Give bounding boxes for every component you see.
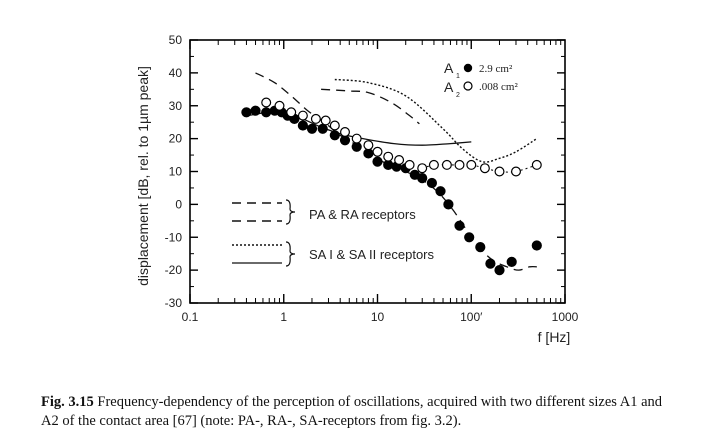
a1-point bbox=[464, 232, 475, 243]
a2-point bbox=[372, 146, 383, 157]
a2-subscript: 2 bbox=[456, 92, 460, 99]
a1-point bbox=[531, 240, 542, 251]
legend-label-pa-ra: PA & RA receptors bbox=[309, 207, 416, 222]
a2-point bbox=[454, 159, 465, 170]
a1-point bbox=[475, 242, 486, 253]
x-tick-label: 10 bbox=[371, 310, 385, 324]
sa-dotted-curve bbox=[334, 78, 538, 163]
caption-figure-number: Fig. 3.15 bbox=[41, 394, 94, 410]
legend: PA & RA receptors SA I & SA II receptors bbox=[232, 199, 435, 267]
x-axis: 0.1 1 10 100′ 1000 bbox=[182, 40, 579, 324]
a1-point bbox=[339, 135, 351, 146]
receptor-curves bbox=[246, 72, 538, 271]
a2-point bbox=[383, 151, 394, 162]
legend-label-sa: SA I & SA II receptors bbox=[309, 247, 435, 262]
y-tick-label: -30 bbox=[165, 296, 183, 310]
a1-point bbox=[317, 123, 328, 134]
a2-point bbox=[351, 133, 362, 144]
a1-area-label: 2.9 cm² bbox=[479, 63, 513, 75]
y-tick-label: 20 bbox=[169, 132, 183, 146]
a1-point bbox=[241, 107, 252, 118]
a2-point bbox=[261, 97, 272, 108]
y-axis: -30 -20 -10 0 10 20 30 40 50 bbox=[165, 33, 565, 310]
a2-point bbox=[297, 110, 308, 121]
a2-point bbox=[404, 159, 415, 170]
a1-point bbox=[426, 177, 437, 189]
a2-legend-marker bbox=[463, 81, 473, 91]
legend-brace-1 bbox=[285, 199, 296, 225]
a2-point bbox=[428, 159, 439, 170]
a2-point bbox=[310, 113, 321, 124]
legend-brace-2 bbox=[285, 241, 296, 267]
a1-point bbox=[435, 186, 446, 197]
a2-point bbox=[394, 155, 405, 166]
a2-point bbox=[531, 159, 542, 170]
a2-point bbox=[329, 120, 340, 131]
a2-point bbox=[320, 115, 331, 126]
a1-point bbox=[306, 123, 318, 134]
a1-point bbox=[494, 265, 505, 276]
pa-ra-curve-2 bbox=[321, 88, 420, 125]
figure-caption: Fig. 3.15 Frequency-dependency of the pe… bbox=[41, 393, 681, 431]
a1-legend-marker bbox=[463, 63, 473, 73]
y-tick-label: 10 bbox=[169, 165, 183, 179]
chart: 0.1 1 10 100′ 1000 -30 -20 -10 0 10 20 30 40 50 PA &… bbox=[135, 33, 579, 345]
x-tick-label: 0.1 bbox=[182, 310, 199, 324]
y-tick-label: -20 bbox=[165, 263, 183, 277]
a1-point bbox=[329, 130, 340, 141]
a2-point bbox=[417, 163, 428, 174]
a1-point bbox=[454, 220, 465, 231]
a2-point bbox=[441, 159, 452, 170]
x-tick-label: 1000 bbox=[552, 310, 579, 324]
x-axis-title: f [Hz] bbox=[538, 329, 571, 345]
y-tick-label: 50 bbox=[169, 33, 183, 47]
a2-point bbox=[511, 166, 522, 177]
a2-point bbox=[479, 163, 490, 174]
y-tick-label: -10 bbox=[165, 230, 183, 244]
a2-point bbox=[466, 159, 477, 170]
a1-label: A bbox=[444, 60, 454, 76]
x-tick-label: 100′ bbox=[460, 310, 483, 324]
a2-area-label: .008 cm² bbox=[479, 81, 518, 93]
a2-label: A bbox=[444, 79, 454, 95]
y-tick-label: 0 bbox=[175, 197, 182, 211]
y-tick-label: 40 bbox=[169, 66, 183, 80]
a1-point bbox=[443, 199, 454, 210]
a2-point bbox=[363, 140, 374, 151]
y-axis-title: displacement [dB, rel. to 1µm peak] bbox=[135, 66, 151, 286]
caption-text: Frequency-dependency of the perception o… bbox=[41, 394, 663, 429]
a1-point bbox=[417, 173, 428, 184]
a2-point bbox=[494, 166, 505, 177]
a2-point bbox=[274, 100, 285, 111]
a1-point bbox=[250, 105, 261, 116]
a1-point bbox=[485, 258, 496, 269]
a1-point bbox=[372, 156, 383, 167]
a2-point bbox=[286, 107, 297, 118]
data-markers bbox=[241, 97, 542, 276]
a2-point bbox=[340, 126, 351, 137]
y-tick-label: 30 bbox=[169, 99, 183, 113]
a1-point bbox=[261, 107, 272, 118]
pa-ra-curve-1 bbox=[255, 72, 537, 271]
a1-subscript: 1 bbox=[456, 73, 460, 80]
a1-point bbox=[506, 256, 517, 267]
a1-point bbox=[297, 120, 308, 131]
x-tick-label: 1 bbox=[280, 310, 287, 324]
